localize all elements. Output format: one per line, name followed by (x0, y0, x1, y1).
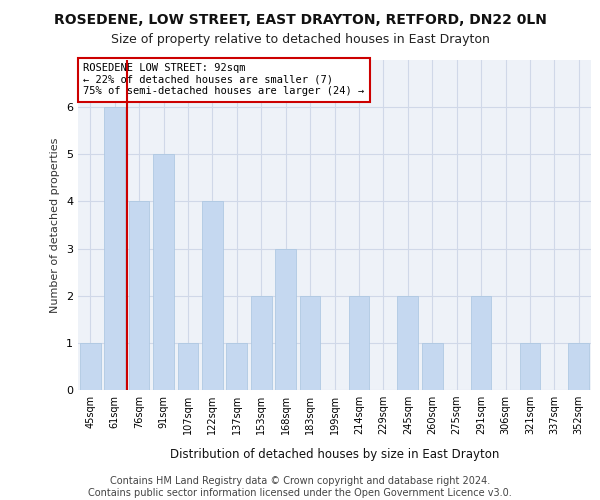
Bar (178, 343, 199, 390)
Text: Size of property relative to detached houses in East Drayton: Size of property relative to detached ho… (110, 32, 490, 46)
Bar (80, 343, 101, 390)
Bar (226, 343, 247, 390)
Bar (202, 202, 223, 390)
Bar (299, 296, 320, 390)
Bar (104, 107, 125, 390)
X-axis label: Distribution of detached houses by size in East Drayton: Distribution of detached houses by size … (170, 448, 499, 461)
Bar (422, 343, 443, 390)
Bar (153, 154, 174, 390)
Text: Contains HM Land Registry data © Crown copyright and database right 2024.
Contai: Contains HM Land Registry data © Crown c… (88, 476, 512, 498)
Bar (251, 296, 272, 390)
Bar (520, 343, 541, 390)
Bar (470, 296, 491, 390)
Text: ROSEDENE LOW STREET: 92sqm
← 22% of detached houses are smaller (7)
75% of semi-: ROSEDENE LOW STREET: 92sqm ← 22% of deta… (83, 64, 364, 96)
Bar (568, 343, 589, 390)
Y-axis label: Number of detached properties: Number of detached properties (50, 138, 61, 312)
Bar (128, 202, 149, 390)
Bar (397, 296, 418, 390)
Bar (349, 296, 370, 390)
Bar (275, 248, 296, 390)
Text: ROSEDENE, LOW STREET, EAST DRAYTON, RETFORD, DN22 0LN: ROSEDENE, LOW STREET, EAST DRAYTON, RETF… (53, 12, 547, 26)
